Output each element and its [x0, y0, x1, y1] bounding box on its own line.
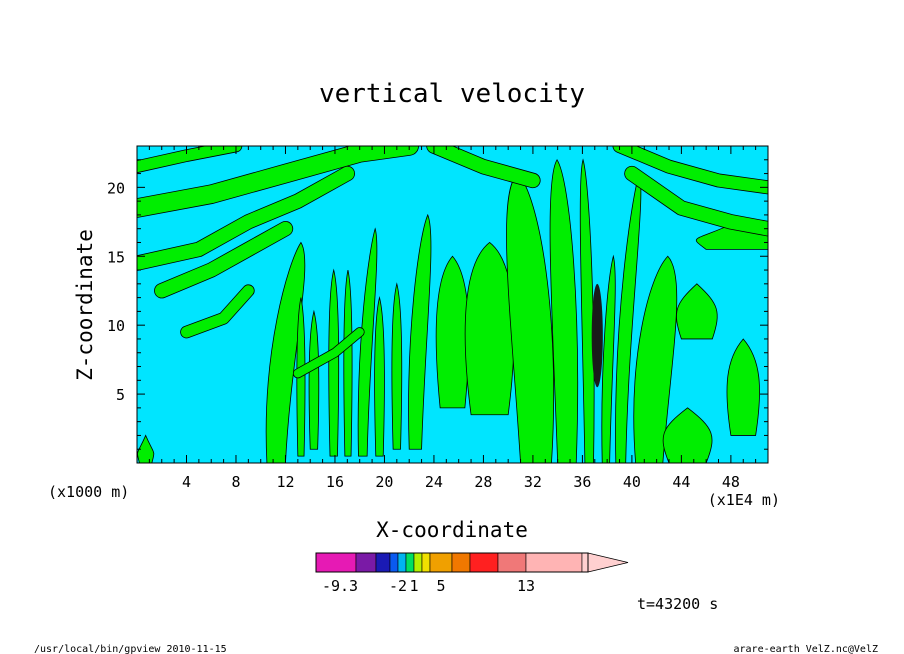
colorbar-arrow — [587, 552, 629, 573]
x-tick-label: 20 — [375, 473, 393, 491]
updraft-band-5 — [343, 269, 353, 457]
plot-frame — [136, 145, 769, 464]
x-unit-right: (x1E4 m) — [708, 491, 780, 509]
strong-updraft-core — [591, 283, 603, 388]
diagonal-band-4 — [137, 146, 242, 173]
colorbar-swatch — [429, 552, 453, 573]
time-label: t=43200 s — [637, 595, 718, 613]
x-tick-label: 36 — [573, 473, 591, 491]
colorbar-frame — [315, 552, 589, 573]
updraft-band-7 — [374, 296, 385, 457]
colorbar-swatch — [315, 552, 357, 573]
x-tick-label: 4 — [182, 473, 191, 491]
colorbar-swatch — [469, 552, 499, 573]
diagonal-band-7 — [613, 146, 768, 194]
contour-fills — [137, 146, 768, 463]
x-axis: 4 8 12 16 20 24 28 32 36 40 44 48 — [148, 146, 757, 491]
x-tick-label: 44 — [672, 473, 690, 491]
colorbar-swatch — [451, 552, 471, 573]
updraft-band-20 — [726, 338, 760, 436]
y-tick-label: 10 — [107, 317, 125, 335]
x-tick-label: 40 — [623, 473, 641, 491]
colorbar-label: 1 — [409, 577, 418, 595]
footer-left: /usr/local/bin/gpview 2010-11-15 — [34, 644, 227, 654]
y-tick-label: 15 — [107, 248, 125, 266]
diagonal-band-5 — [427, 146, 540, 188]
diagonal-band-1 — [137, 166, 355, 271]
x-tick-label: 28 — [474, 473, 492, 491]
x-unit-left: (x1000 m) — [48, 483, 129, 501]
x-tick-label: 16 — [326, 473, 344, 491]
y-tick-label: 5 — [116, 386, 125, 404]
colorbar-swatch — [405, 552, 415, 573]
colorbar-swatch — [355, 552, 377, 573]
x-tick-label: 48 — [722, 473, 740, 491]
colorbar-swatch — [525, 552, 583, 573]
x-tick-label: 24 — [425, 473, 443, 491]
x-tick-label: 32 — [524, 473, 542, 491]
y-axis: 5 10 15 20 — [107, 159, 768, 450]
footer-right: arare-earth_VelZ.nc@VelZ — [734, 644, 879, 654]
y-tick-label: 20 — [107, 179, 125, 197]
updraft-band-19 — [676, 283, 718, 340]
colorbar-label: 13 — [517, 577, 535, 595]
updraft-band-9 — [408, 213, 432, 450]
colorbar-swatch — [389, 552, 399, 573]
x-tick-label: 12 — [276, 473, 294, 491]
diagonal-band-6 — [625, 166, 768, 236]
updraft-band-3 — [308, 309, 320, 450]
y-axis-label: Z-coordinate — [73, 229, 97, 381]
updraft-band-0 — [137, 434, 155, 463]
colorbar-swatch — [497, 552, 527, 573]
updraft-band-13 — [549, 159, 579, 463]
diagonal-band-0 — [137, 146, 419, 217]
colorbar-swatch — [421, 552, 431, 573]
colorbar-swatch — [581, 552, 589, 573]
updraft-band-17 — [633, 255, 678, 463]
colorbar-label: -2 — [389, 577, 407, 595]
colorbar-swatch — [413, 552, 423, 573]
diagonal-band-3 — [180, 285, 254, 338]
updraft-band-18 — [662, 407, 713, 463]
updraft-band-4 — [328, 268, 340, 457]
x-axis-label: X-coordinate — [376, 518, 528, 542]
colorbar-label: 5 — [436, 577, 445, 595]
diagonal-band-2 — [154, 221, 293, 298]
colorbar-swatch — [397, 552, 407, 573]
diagonal-band-8 — [293, 327, 364, 378]
updraft-band-8 — [391, 282, 403, 450]
chart-title: vertical velocity — [319, 79, 585, 109]
colorbar-swatch — [375, 552, 391, 573]
updraft-band-15 — [601, 254, 616, 463]
colorbar-label: -9.3 — [322, 577, 358, 595]
updraft-band-1 — [265, 241, 306, 463]
colorbar: -9.3 -2 1 5 13 — [315, 552, 629, 595]
updraft-band-6 — [357, 227, 378, 457]
x-tick-label: 8 — [231, 473, 240, 491]
